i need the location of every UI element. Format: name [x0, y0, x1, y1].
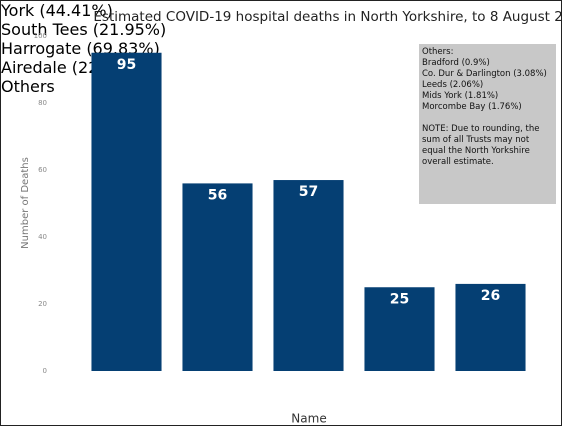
chart-title: Estimated COVID-19 hospital deaths in No…	[93, 9, 561, 25]
bar	[182, 183, 253, 371]
data-label: 57	[299, 184, 318, 200]
x-tick-label: York (44.41%)	[1, 1, 113, 20]
annotation-line: Leeds (2.06%)	[422, 80, 484, 90]
y-axis-label: Number of Deaths	[20, 157, 31, 249]
annotation-line: Morcombe Bay (1.76%)	[422, 102, 522, 112]
data-label: 26	[481, 288, 500, 304]
x-tick-label: Others	[1, 77, 55, 96]
data-label: 95	[117, 57, 136, 73]
x-axis-label: Name	[291, 412, 326, 426]
bar	[273, 180, 344, 371]
annotation-line: Mids York (1.81%)	[422, 91, 499, 101]
bar	[455, 283, 526, 371]
bar	[364, 287, 435, 371]
annotation-note: NOTE: Due to rounding, the sum of all Tr…	[422, 124, 540, 167]
annotation-line: Others:	[422, 47, 454, 57]
y-tick-label: 0	[43, 367, 47, 375]
annotation-line: Bradford (0.9%)	[422, 58, 490, 68]
data-label: 25	[390, 291, 409, 307]
annotation-line: Co. Dur & Darlington (3.08%)	[422, 69, 547, 79]
annotation-box: Others: Bradford (0.9%) Co. Dur & Darlingt…	[419, 44, 556, 204]
y-tick-label: 20	[38, 300, 47, 308]
y-tick-label: 40	[38, 233, 47, 241]
x-tick-label: South Tees (21.95%)	[1, 20, 167, 39]
y-tick-label: 100	[34, 32, 47, 40]
bar	[91, 52, 162, 371]
data-label: 56	[208, 187, 227, 203]
y-tick-label: 80	[38, 99, 47, 107]
y-tick-label: 60	[38, 166, 47, 174]
